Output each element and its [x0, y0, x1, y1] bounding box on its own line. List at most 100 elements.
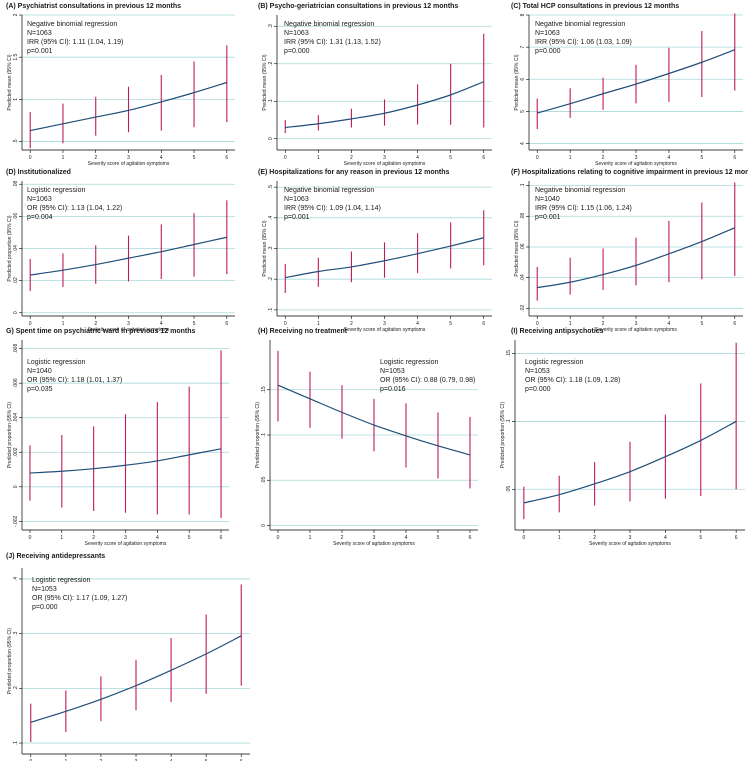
- prediction-line: [537, 49, 735, 114]
- y-tick-label: .2: [268, 61, 274, 65]
- x-tick-label: 5: [700, 155, 703, 161]
- panel-title: (C) Total HCP consultations in previous …: [511, 3, 679, 10]
- y-tick-label: .2: [13, 686, 19, 690]
- y-tick-label: 5: [520, 110, 526, 113]
- y-tick-label: 1: [13, 98, 19, 101]
- x-tick-label: 3: [383, 321, 386, 327]
- x-tick-label: 2: [602, 155, 605, 161]
- x-tick-label: 6: [733, 321, 736, 327]
- y-axis-label: Predicted proportion (95% CI): [7, 628, 13, 694]
- y-tick-label: .2: [268, 277, 274, 281]
- x-tick-label: 3: [635, 155, 638, 161]
- x-tick-label: 2: [100, 759, 103, 761]
- annotation-line: IRR (95% CI): 1.06 (1.03, 1.09): [535, 39, 632, 46]
- x-tick-label: 5: [437, 535, 440, 541]
- annotation-line: N=1063: [535, 30, 560, 37]
- panel-b: (B) Psycho-geriatrician consultations in…: [258, 3, 492, 167]
- annotation-line: Logistic regression: [32, 577, 90, 584]
- x-tick-label: 1: [569, 321, 572, 327]
- x-tick-label: 3: [124, 535, 127, 541]
- annotation-line: p=0.000: [525, 386, 551, 393]
- y-tick-label: .08: [13, 181, 19, 188]
- annotation-line: p=0.000: [32, 604, 58, 611]
- annotation-line: IRR (95% CI): 1.09 (1.04, 1.14): [284, 205, 381, 212]
- y-tick-label: 8: [520, 13, 526, 16]
- y-tick-label: .02: [13, 277, 19, 284]
- x-tick-label: 0: [522, 535, 525, 541]
- x-tick-label: 6: [733, 155, 736, 161]
- annotation-line: IRR (95% CI): 1.15 (1.06, 1.24): [535, 205, 632, 212]
- x-tick-label: 5: [193, 321, 196, 327]
- y-tick-label: .05: [506, 486, 512, 493]
- y-tick-label: .15: [261, 386, 267, 393]
- y-tick-label: .04: [13, 245, 19, 252]
- panel-title: (F) Hospitalizations relating to cogniti…: [511, 169, 748, 176]
- x-tick-label: 2: [602, 321, 605, 327]
- y-tick-label: 0: [268, 137, 274, 140]
- y-axis-label: Predicted proportion (95% CI): [255, 402, 261, 468]
- y-tick-label: 1.5: [13, 53, 19, 60]
- x-tick-label: 4: [170, 759, 173, 761]
- x-tick-label: 5: [193, 155, 196, 161]
- annotation-line: Logistic regression: [27, 187, 85, 194]
- y-tick-label: .004: [13, 413, 19, 423]
- panel-f: (F) Hospitalizations relating to cogniti…: [511, 169, 748, 333]
- annotation-line: p=0.001: [284, 214, 310, 221]
- x-tick-label: 2: [94, 321, 97, 327]
- annotation-line: Negative binomial regression: [27, 21, 117, 28]
- annotation-line: N=1063: [284, 196, 309, 203]
- y-axis-label: Predicted mean (95% CI): [7, 54, 13, 110]
- y-tick-label: 7: [520, 46, 526, 49]
- x-tick-label: 3: [629, 535, 632, 541]
- x-tick-label: 6: [225, 321, 228, 327]
- x-tick-label: 0: [536, 321, 539, 327]
- y-tick-label: .1: [520, 183, 526, 187]
- annotation-line: Logistic regression: [525, 359, 583, 366]
- panel-title: (H) Receiving no treatment: [258, 328, 348, 335]
- x-tick-label: 6: [240, 759, 243, 761]
- x-axis-label: Severity score of agitation symptoms: [344, 161, 426, 167]
- annotation-line: N=1063: [27, 196, 52, 203]
- x-tick-label: 4: [668, 321, 671, 327]
- y-tick-label: .4: [268, 216, 274, 220]
- panel-c: (C) Total HCP consultations in previous …: [511, 3, 743, 167]
- annotation-line: Logistic regression: [380, 359, 438, 366]
- y-tick-label: .002: [13, 447, 19, 457]
- prediction-line: [285, 237, 484, 279]
- prediction-line: [29, 448, 222, 474]
- panel-e: (E) Hospitalizations for any reason in p…: [258, 169, 492, 333]
- annotation-line: Logistic regression: [27, 359, 85, 366]
- x-tick-label: 1: [317, 321, 320, 327]
- annotation-line: p=0.000: [535, 48, 561, 55]
- annotation-line: Negative binomial regression: [535, 21, 625, 28]
- prediction-line: [285, 81, 484, 129]
- x-axis-label: Severity score of agitation symptoms: [595, 161, 677, 167]
- y-tick-label: .4: [13, 577, 19, 581]
- x-axis-label: Severity score of agitation symptoms: [88, 327, 170, 333]
- annotation-line: IRR (95% CI): 1.11 (1.04, 1.19): [27, 39, 123, 46]
- x-tick-label: 0: [536, 155, 539, 161]
- panel-g: G) Spent time on psychiatric ward in pre…: [6, 328, 229, 547]
- x-tick-label: 6: [469, 535, 472, 541]
- y-tick-label: .1: [506, 419, 512, 423]
- annotation-line: Negative binomial regression: [284, 187, 374, 194]
- x-axis-label: Severity score of agitation symptoms: [589, 541, 671, 547]
- y-tick-label: .1: [13, 741, 19, 745]
- x-tick-label: 5: [205, 759, 208, 761]
- prediction-line: [30, 236, 227, 276]
- annotation-line: OR (95% CI): 1.13 (1.04, 1.22): [27, 205, 122, 212]
- annotation-line: OR (95% CI): 1.17 (1.09, 1.27): [32, 595, 127, 602]
- x-tick-label: 4: [405, 535, 408, 541]
- x-tick-label: 3: [373, 535, 376, 541]
- x-tick-label: 5: [188, 535, 191, 541]
- x-axis-label: Severity score of agitation symptoms: [88, 161, 170, 167]
- prediction-line: [523, 420, 737, 504]
- x-tick-label: 0: [29, 759, 32, 761]
- annotation-line: N=1063: [27, 30, 52, 37]
- x-tick-label: 0: [284, 155, 287, 161]
- panel-title: (I) Receiving antipsychotics: [511, 328, 604, 335]
- y-axis-label: Predicted mean (95% CI): [514, 220, 520, 276]
- x-tick-label: 2: [92, 535, 95, 541]
- prediction-line: [537, 227, 736, 289]
- x-tick-label: 3: [635, 321, 638, 327]
